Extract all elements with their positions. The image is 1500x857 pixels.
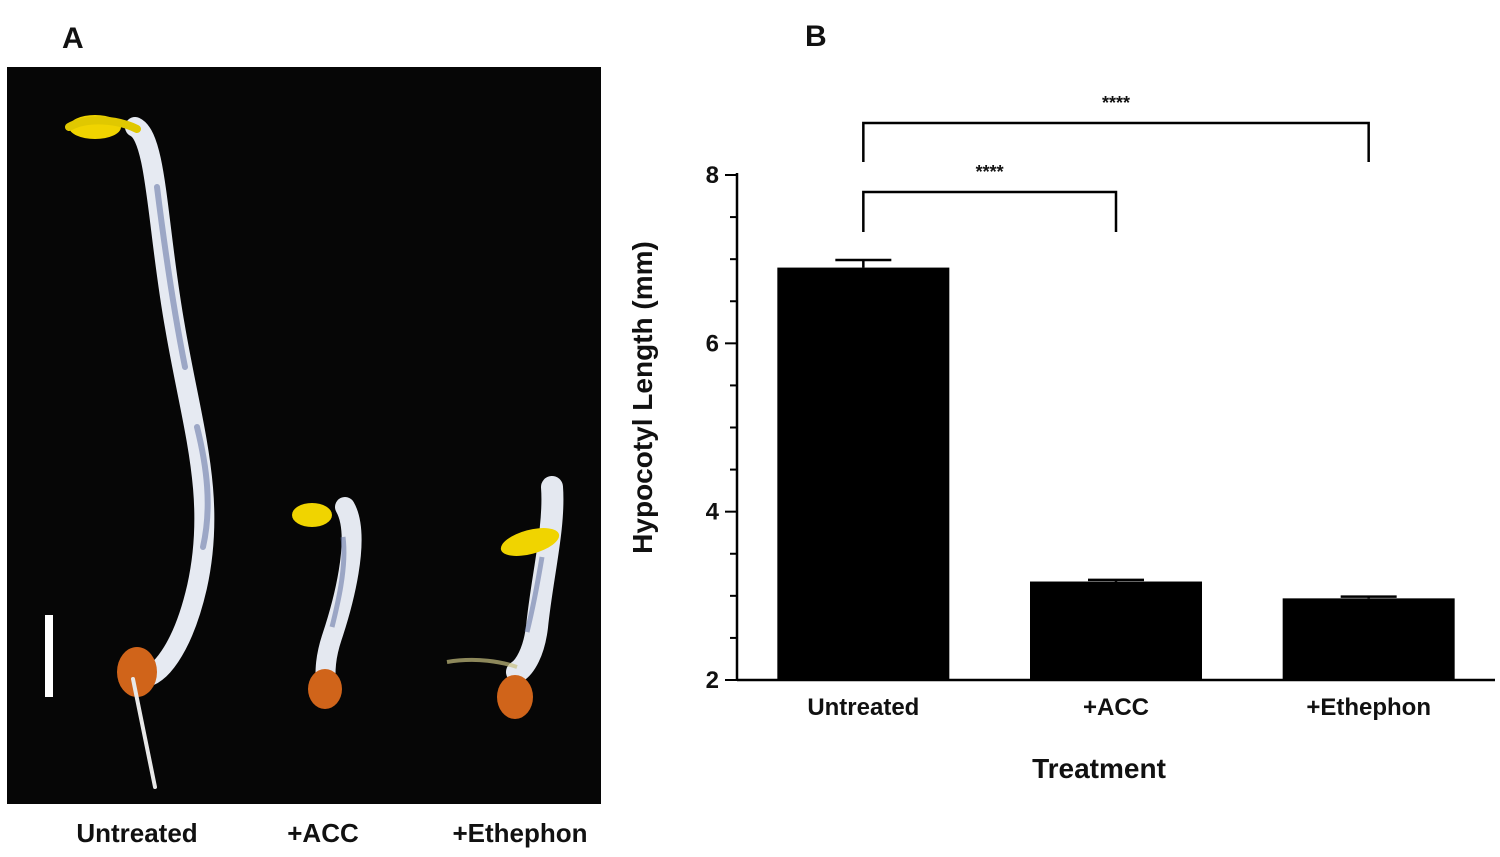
y-axis-title: Hypocotyl Length (mm) (627, 241, 658, 554)
photo-label-acc: +ACC (287, 818, 359, 848)
y-tick-label: 8 (706, 162, 719, 189)
y-tick-label: 4 (706, 499, 720, 526)
panel-a-letter: A (62, 22, 84, 55)
x-tick-label: +ACC (1083, 694, 1149, 721)
panel-b-letter: B (805, 20, 827, 53)
bar (1030, 581, 1202, 680)
significance-bracket (862, 121, 1370, 162)
significance-label: **** (1102, 93, 1130, 113)
x-tick-label: +Ethephon (1306, 694, 1431, 721)
untreated-seedling (65, 115, 215, 789)
y-tick-label: 2 (706, 667, 719, 694)
bar (777, 267, 950, 680)
bar (1282, 598, 1455, 680)
x-tick-label: Untreated (807, 694, 919, 721)
photo-label-ethephon: +Ethephon (452, 818, 588, 848)
significance-label: **** (976, 162, 1004, 182)
hypocotyl-bar-chart: 2 4 6 8 Untreated +ACC +Ethephon Treatment Hypoc… (627, 93, 1495, 784)
ethephon-seedling (446, 476, 564, 719)
acc-seedling (292, 497, 362, 709)
x-axis-title: Treatment (1032, 753, 1166, 784)
significance-bracket (862, 190, 1118, 232)
scale-bar (45, 615, 53, 697)
photo-label-untreated: Untreated (76, 818, 198, 848)
seedling-photo (7, 67, 601, 804)
y-tick-label: 6 (706, 330, 719, 357)
